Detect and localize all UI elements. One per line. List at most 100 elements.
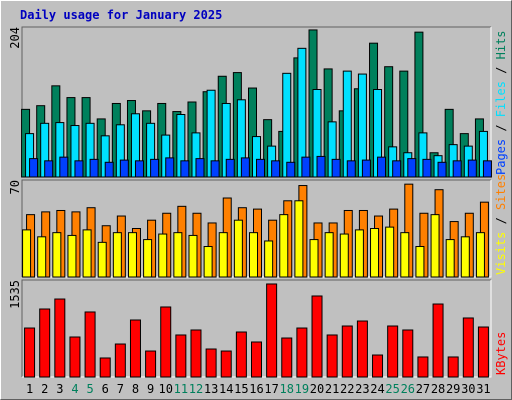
x-tick-label: 15	[234, 382, 248, 396]
chart-title: Daily usage for January 2025	[20, 8, 222, 22]
bar	[331, 158, 341, 178]
bar	[218, 232, 228, 278]
bar	[44, 160, 54, 178]
legend: KBytes	[494, 332, 508, 375]
bar	[407, 158, 417, 178]
y-tick-label: 70	[8, 180, 22, 194]
bar	[264, 240, 274, 278]
bar	[165, 157, 175, 178]
bar	[150, 158, 160, 178]
bar	[180, 160, 190, 178]
bar	[370, 228, 380, 278]
legend-entry: Hits	[494, 30, 508, 59]
bar	[326, 334, 338, 378]
bar	[127, 232, 137, 278]
bar	[24, 327, 36, 378]
bar	[415, 246, 425, 278]
bar	[467, 159, 477, 178]
bar	[266, 283, 278, 378]
x-tick-label: 29	[446, 382, 460, 396]
bar	[392, 160, 402, 178]
x-tick-label: 30	[461, 382, 475, 396]
bar	[281, 337, 293, 378]
bar	[188, 234, 198, 278]
bar	[119, 159, 129, 178]
panel-border	[21, 279, 491, 377]
bar	[233, 219, 243, 278]
bar	[377, 156, 387, 178]
x-tick-label: 18	[280, 382, 294, 396]
bar	[158, 233, 168, 278]
y-tick-label: 1535	[8, 280, 22, 309]
x-tick-label: 17	[264, 382, 278, 396]
x-tick-label: 20	[310, 382, 324, 396]
bar	[432, 303, 444, 378]
x-tick-label: 11	[174, 382, 188, 396]
bar	[341, 325, 353, 378]
bar	[134, 160, 144, 178]
x-tick-label: 27	[416, 382, 430, 396]
bar	[301, 156, 311, 178]
bar	[417, 356, 429, 378]
bar	[97, 241, 107, 278]
bar	[89, 158, 99, 178]
bar	[69, 336, 81, 378]
bar	[143, 239, 153, 278]
bar	[437, 161, 447, 178]
legend-entry: KBytes	[494, 332, 508, 375]
bar	[82, 229, 92, 278]
bar	[235, 331, 247, 378]
panel-border	[21, 179, 491, 277]
bar	[279, 214, 289, 278]
bar	[190, 329, 202, 378]
bar	[311, 295, 323, 378]
legend-entry: Visits	[494, 232, 508, 275]
legend: Visits / Sites	[494, 174, 508, 275]
bar	[286, 161, 296, 178]
bar	[372, 354, 384, 378]
bar	[356, 320, 368, 378]
bar	[129, 319, 141, 378]
x-tick-label: 8	[132, 382, 139, 396]
bar	[296, 327, 308, 378]
bar	[430, 214, 440, 278]
bar	[99, 357, 111, 378]
x-tick-label: 13	[204, 382, 218, 396]
bar	[294, 200, 304, 278]
x-tick-label: 2	[41, 382, 48, 396]
bar	[225, 158, 235, 178]
x-tick-label: 7	[117, 382, 124, 396]
legend-entry: Files	[494, 81, 508, 117]
x-tick-label: 5	[86, 382, 93, 396]
y-tick-label: 204	[8, 27, 22, 49]
bar	[210, 160, 220, 178]
x-tick-label: 14	[219, 382, 233, 396]
bar	[400, 232, 410, 278]
legend-entry: Sites	[494, 174, 508, 210]
bar	[452, 160, 462, 178]
bar	[361, 159, 371, 178]
legend-separator: /	[494, 59, 508, 81]
x-tick-label: 10	[158, 382, 172, 396]
x-tick-label: 22	[340, 382, 354, 396]
bar	[460, 236, 470, 278]
bar	[324, 232, 334, 278]
bar	[240, 157, 250, 178]
bar	[104, 161, 114, 178]
bar	[402, 329, 414, 378]
bar	[74, 160, 84, 178]
bar	[282, 72, 292, 178]
bar	[22, 229, 32, 278]
bar	[354, 229, 364, 278]
x-tick-label: 31	[476, 382, 490, 396]
legend: Pages / Files / Hits	[494, 30, 508, 175]
bar	[175, 334, 187, 378]
bar	[195, 158, 205, 178]
x-tick-label: 3	[56, 382, 63, 396]
bar	[271, 160, 281, 178]
x-tick-label: 9	[147, 382, 154, 396]
bar	[145, 350, 157, 378]
x-tick-label: 26	[401, 382, 415, 396]
